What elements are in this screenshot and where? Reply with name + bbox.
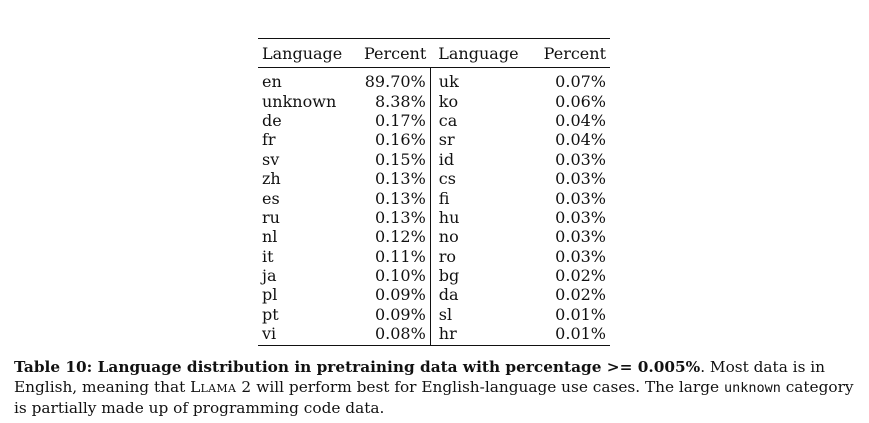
cell-percent-2: 0.03%: [555, 169, 606, 189]
cell-percent-1: 0.09%: [374, 304, 426, 324]
header-language-1: Language: [258, 38, 348, 68]
cell-percent-2: 0.02%: [555, 266, 606, 286]
header-percent-1: Percent: [347, 38, 431, 68]
header-percent-2: Percent: [533, 38, 610, 68]
header-language-2: Language: [430, 38, 534, 68]
cell-language-2: da: [429, 285, 534, 305]
cell-language-1: nl: [262, 227, 278, 247]
cell-language-1: es: [262, 188, 280, 208]
cell-percent-1: 8.38%: [374, 91, 426, 111]
cell-percent-1: 0.10%: [374, 266, 426, 286]
cell-percent-1: 0.09%: [374, 285, 426, 305]
cell-percent-2: 0.03%: [555, 149, 606, 169]
cell-percent-2: 0.03%: [555, 188, 606, 208]
cell-percent-2: 0.06%: [555, 91, 606, 111]
cell-language-2: fi: [429, 188, 534, 208]
cell-language-2: uk: [429, 67, 534, 92]
cell-percent-2: 0.04%: [555, 110, 606, 130]
table-row: zh 0.13% cs 0.03%: [258, 168, 610, 189]
caption-text-1: . Most data is in English, meaning that: [14, 358, 826, 396]
table-row: fr 0.16% sr 0.04%: [258, 130, 610, 150]
cell-language-1: pl: [262, 285, 278, 305]
table-row: en 89.70% uk 0.07%: [258, 67, 610, 92]
caption-model-name: Llama 2: [190, 378, 252, 396]
table-row: unknown 8.38% ko 0.06%: [258, 91, 610, 111]
cell-language-1: zh: [262, 169, 281, 189]
table-row: nl 0.12% no 0.03%: [258, 227, 610, 247]
cell-language-2: ro: [429, 246, 534, 266]
cell-language-2: hr: [429, 324, 534, 347]
caption-bold-title: Table 10: Language distribution in pretr…: [14, 358, 701, 376]
cell-percent-1: 0.15%: [374, 149, 426, 169]
table-row: vi 0.08% hr 0.01%: [258, 324, 610, 347]
cell-language-1: vi: [258, 324, 348, 347]
cell-language-1: fr: [262, 130, 276, 150]
cell-language-1: de: [262, 110, 282, 130]
cell-language-2: id: [429, 149, 534, 169]
cell-language-1: ja: [262, 266, 277, 286]
language-distribution-table: Language Percent Language Percent en 89.7…: [258, 38, 610, 347]
caption-text-2: will perform best for English-language u…: [251, 378, 724, 396]
cell-language-2: hu: [429, 207, 534, 228]
cell-percent-1: 0.13%: [374, 169, 426, 189]
table-body: en 89.70% uk 0.07% unknown 8.38% ko 0.06% de 0.17…: [258, 67, 610, 347]
cell-language-2: cs: [429, 168, 534, 189]
table-row: it 0.11% ro 0.03%: [258, 246, 610, 266]
language-table-container: Language Percent Language Percent en 89.7…: [258, 38, 610, 347]
cell-percent-2: 0.04%: [555, 130, 606, 150]
cell-language-1: unknown: [262, 91, 337, 111]
cell-percent-1: 89.70%: [364, 72, 426, 92]
cell-language-2: bg: [429, 265, 534, 286]
cell-language-1: sv: [262, 149, 280, 169]
cell-language-2: ca: [429, 110, 534, 131]
cell-percent-2: 0.03%: [555, 207, 606, 227]
cell-language-2: no: [429, 227, 534, 247]
cell-percent-1: 0.17%: [374, 110, 426, 130]
caption-text-3: category is partially made up of program…: [14, 378, 854, 417]
cell-language-1: it: [262, 246, 274, 266]
cell-percent-1: 0.11%: [374, 246, 426, 266]
caption-code-term: unknown: [723, 380, 781, 396]
cell-language-1: ru: [262, 207, 280, 227]
cell-language-2: ko: [429, 91, 534, 111]
table-header-row: Language Percent Language Percent: [258, 38, 610, 68]
cell-percent-2: 0.07%: [555, 72, 606, 92]
table-row: pt 0.09% sl 0.01%: [258, 304, 610, 325]
cell-percent-1: 0.13%: [374, 207, 426, 227]
table-caption: Table 10: Language distribution in pretr…: [14, 357, 859, 418]
cell-percent-2: 0.02%: [555, 285, 606, 305]
table-row: de 0.17% ca 0.04%: [258, 110, 610, 131]
table-row: sv 0.15% id 0.03%: [258, 149, 610, 169]
cell-language-1: en: [262, 72, 282, 92]
cell-percent-2: 0.03%: [555, 246, 606, 266]
table-row: pl 0.09% da 0.02%: [258, 285, 610, 305]
cell-percent-2: 0.03%: [555, 227, 606, 247]
table-row: ru 0.13% hu 0.03%: [258, 207, 610, 228]
table-row: ja 0.10% bg 0.02%: [258, 265, 610, 286]
cell-language-2: sl: [429, 304, 534, 325]
cell-percent-1: 0.08%: [347, 324, 431, 347]
cell-percent-2: 0.01%: [555, 304, 606, 324]
cell-percent-1: 0.12%: [374, 227, 426, 247]
cell-percent-1: 0.16%: [374, 130, 426, 150]
cell-percent-1: 0.13%: [374, 188, 426, 208]
cell-percent-2: 0.01%: [533, 324, 610, 347]
table-row: es 0.13% fi 0.03%: [258, 188, 610, 208]
cell-language-2: sr: [429, 130, 534, 150]
cell-language-1: pt: [262, 304, 279, 324]
